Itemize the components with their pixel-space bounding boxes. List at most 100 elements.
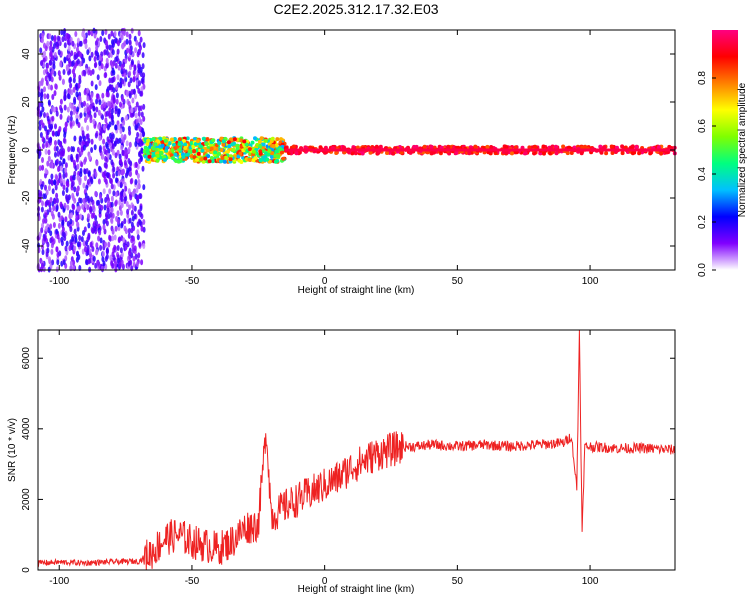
spectrogram-cell xyxy=(121,43,125,50)
spectrogram-cell xyxy=(62,30,66,37)
spectrogram-cell xyxy=(92,204,95,210)
spectrogram-cell xyxy=(62,69,66,75)
spectrogram-cell xyxy=(111,119,115,126)
spectrogram-cell xyxy=(128,217,132,224)
spectrogram-cell xyxy=(55,266,59,273)
spectrogram-cell xyxy=(569,151,574,155)
spectrogram-cell xyxy=(87,258,91,265)
snr-y-tick-label: 2000 xyxy=(21,488,32,511)
spectrogram-cell xyxy=(100,104,104,110)
spectrogram-cell xyxy=(69,110,73,117)
spectrogram-cell xyxy=(205,148,210,153)
spectrogram-cell xyxy=(46,71,50,78)
spectrogram-cell xyxy=(71,60,75,66)
spectrogram-cell xyxy=(101,30,105,36)
spectrogram-cell xyxy=(96,259,100,266)
spectrogram-cell xyxy=(106,136,110,143)
spectrogram-cell xyxy=(138,151,141,158)
spectrogram-cell xyxy=(269,154,274,159)
spectrogram-cell xyxy=(98,229,102,236)
spectrogram-cell xyxy=(48,33,52,40)
spectrogram-cell xyxy=(54,151,57,158)
spectrogram-cell xyxy=(73,186,77,193)
spectrogram-cell xyxy=(91,246,95,252)
spectrogram-cell xyxy=(42,69,46,76)
spectrogram-cell xyxy=(110,108,114,115)
spectrogram-cell xyxy=(130,221,134,228)
spectrogram-cell xyxy=(147,154,152,159)
spectrogram-cell xyxy=(78,95,82,102)
spectrogram-cell xyxy=(51,68,55,75)
spectrogram-cell xyxy=(63,104,67,111)
spectrogram-cell xyxy=(101,153,105,160)
spectrogram-cell xyxy=(368,150,373,155)
snr-x-tick-label: 100 xyxy=(582,576,599,587)
spectrogram-cell xyxy=(46,40,50,47)
colorbar: 0.0 0.2 0.4 0.6 0.8 Normalized spectral ampl… xyxy=(697,30,748,277)
spectrogram-cell xyxy=(109,132,112,139)
spectrogram-cell xyxy=(211,138,216,143)
spectrogram-cell xyxy=(51,188,55,195)
spectrogram-cell xyxy=(83,175,87,182)
spectrogram-cell xyxy=(46,241,50,248)
spectrogram-cell xyxy=(222,159,227,164)
spectrogram-cell xyxy=(50,84,53,91)
spectrogram-x-tick-label: -50 xyxy=(185,276,200,287)
spectrogram-cell xyxy=(41,157,44,163)
spectrogram-cell xyxy=(116,245,120,251)
spectrogram-cell xyxy=(105,91,109,98)
spectrogram-cell xyxy=(96,54,100,61)
spectrogram-cell xyxy=(88,55,92,62)
spectrogram-cell xyxy=(127,228,131,234)
spectrogram-cell xyxy=(72,77,76,84)
spectrogram-cell xyxy=(73,135,77,142)
spectrogram-cell xyxy=(102,124,106,131)
spectrogram-cell xyxy=(267,149,272,153)
spectrogram-y-label: Frequency (Hz) xyxy=(7,116,18,185)
spectrogram-cell xyxy=(115,137,119,144)
spectrogram-cell xyxy=(51,130,55,137)
spectrogram-cell xyxy=(52,59,56,66)
spectrogram-cell xyxy=(66,220,70,227)
spectrogram-cell xyxy=(102,188,106,195)
spectrogram-cell xyxy=(132,76,136,83)
spectrogram-cell xyxy=(151,146,156,151)
spectrogram-cell xyxy=(44,125,47,132)
spectrogram-cell xyxy=(75,53,78,60)
spectrogram-cell xyxy=(93,62,97,69)
spectrogram-cell xyxy=(120,222,124,229)
spectrogram-cell xyxy=(114,191,118,198)
spectrogram-cell xyxy=(130,209,134,216)
spectrogram-cell xyxy=(76,37,80,44)
spectrogram-cell xyxy=(280,150,284,155)
spectrogram-cell xyxy=(69,218,73,225)
spectrogram-cell xyxy=(76,106,80,113)
spectrogram-cell xyxy=(64,167,68,174)
spectrogram-cell xyxy=(258,157,263,162)
spectrogram-cell xyxy=(656,145,661,150)
spectrogram-cell xyxy=(275,137,280,142)
spectrogram-cell xyxy=(70,155,74,162)
spectrogram-cell xyxy=(67,45,71,52)
spectrogram-cell xyxy=(100,127,104,134)
spectrogram-cell xyxy=(341,145,346,150)
spectrogram-x-tick-label: 50 xyxy=(452,276,464,287)
spectrogram-cell xyxy=(67,194,71,201)
spectrogram-cell xyxy=(75,113,79,120)
spectrogram-cell xyxy=(96,74,100,81)
spectrogram-cell xyxy=(251,149,256,154)
spectrogram-cell xyxy=(141,131,145,138)
spectrogram-cell xyxy=(114,225,118,232)
spectrogram-cell xyxy=(50,180,54,186)
spectrogram-cell xyxy=(75,91,79,98)
spectrogram-cell xyxy=(53,145,57,152)
spectrogram-cell xyxy=(131,204,135,211)
spectrogram-cell xyxy=(610,151,615,155)
spectrogram-cell xyxy=(128,141,132,148)
spectrogram-cell xyxy=(142,219,146,225)
spectrogram-cell xyxy=(53,198,57,205)
spectrogram-cell xyxy=(44,172,47,179)
spectrogram-cell xyxy=(40,206,44,213)
spectrogram-cell xyxy=(110,217,114,224)
spectrogram-cell xyxy=(111,49,115,56)
